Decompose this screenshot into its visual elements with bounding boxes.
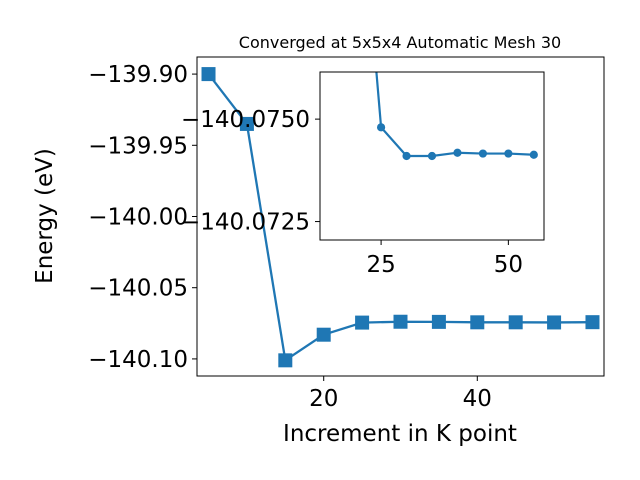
inset-data-point-6 [504,149,513,158]
main-y-tick-label-4: −140.10 [88,347,188,373]
inset-data-point-2 [402,151,411,161]
main-axes: Converged at 5x5x4 Automatic Mesh 30 20 4… [32,33,605,447]
inset-y-tick-label-0: −140.0750 [181,107,310,133]
main-data-point-5 [393,314,408,329]
main-y-tick-label-3: −140.05 [88,276,188,302]
main-data-point-1 [239,116,254,131]
main-data-point-3 [316,327,331,342]
inset-axes: 25 50 −140.0750 −140.0725 [181,71,545,278]
main-data-point-8 [508,315,523,330]
main-x-ticks: 20 40 [309,376,492,412]
main-x-tick-label-1: 40 [463,386,492,412]
main-data-point-4 [355,315,370,330]
main-y-ticks: −139.90 −139.95 −140.00 −140.05 −140.10 [88,62,197,373]
inset-x-tick-label-0: 25 [366,252,395,278]
main-data-point-10 [585,315,600,330]
chart-title: Converged at 5x5x4 Automatic Mesh 30 [239,33,561,52]
inset-x-tick-label-1: 50 [494,252,523,278]
main-data-point-7 [470,315,485,330]
main-data-point-6 [431,314,446,329]
inset-x-ticks: 25 50 [366,240,523,278]
main-data-point-9 [547,315,562,330]
main-data-point-2 [278,353,293,368]
main-plot-area [201,67,600,368]
y-axis-label: Energy (eV) [32,148,58,284]
inset-data-point-4 [453,148,462,157]
inset-axes-frame [319,71,545,241]
inset-y-tick-label-1: −140.0725 [181,210,310,236]
inset-y-ticks: −140.0750 −140.0725 [181,107,320,236]
inset-series-line [375,72,534,158]
inset-plot-area [375,72,538,161]
inset-data-point-3 [427,151,437,161]
main-y-tick-label-0: −139.90 [88,62,188,88]
main-y-tick-label-2: −140.00 [88,205,188,231]
main-x-tick-label-0: 20 [309,386,338,412]
inset-data-point-7 [529,150,538,159]
inset-data-point-5 [478,149,488,158]
inset-data-point-1 [376,123,386,132]
main-data-point-0 [201,67,216,82]
main-y-tick-label-1: −139.95 [88,133,188,159]
x-axis-label: Increment in K point [283,421,517,447]
